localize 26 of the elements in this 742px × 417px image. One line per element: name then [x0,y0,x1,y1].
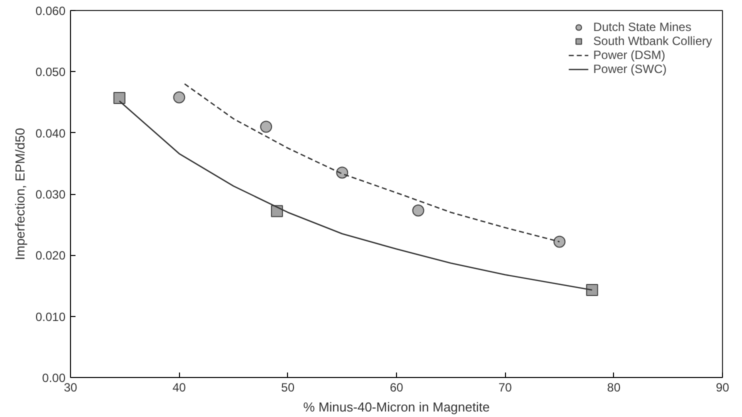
point [113,92,126,104]
y-axis-title: Imperfection, EPM/d50 [12,128,28,260]
y-tick-label: 0.010 [35,310,66,324]
y-tick-label: 0.060 [35,4,66,18]
y-tick-label: 0.040 [35,126,66,140]
y-tick-label: 0.00 [42,371,66,385]
y-tick-label: 0.030 [35,188,66,202]
x-tick-label: 40 [172,380,186,394]
point [586,284,598,296]
x-tick-label: 50 [281,380,295,394]
legend-label: Power (DSM) [593,48,666,62]
point [260,120,272,133]
legend-label: Power (SWC) [593,62,667,76]
legend-label: Dutch State Mines [593,20,692,34]
x-axis-title: % Minus-40-Micron in Magnetite [303,400,490,414]
point [554,236,566,248]
x-tick-label: 60 [390,380,404,394]
legend-label: South Wtbank Colliery [593,34,712,48]
point [173,91,186,104]
point [412,204,424,217]
x-tick-label: 90 [716,380,730,394]
y-tick-label: 0.050 [35,65,66,80]
x-tick-label: 30 [64,380,78,394]
x-tick-label: 70 [498,380,512,394]
x-tick-label: 80 [607,380,621,394]
y-tick-label: 0.020 [35,248,66,263]
